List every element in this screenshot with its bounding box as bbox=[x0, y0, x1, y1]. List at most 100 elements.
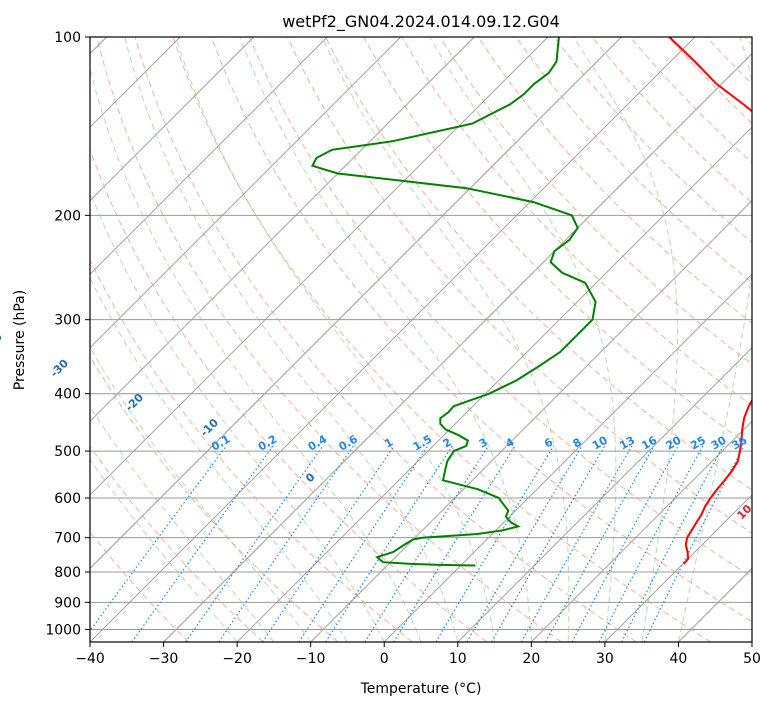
mixing-ratio-label: 0.1 bbox=[209, 433, 232, 454]
mixing-ratio-label: 10 bbox=[590, 433, 610, 452]
plot-frame bbox=[89, 36, 753, 643]
isotherm-line bbox=[90, 37, 475, 422]
dry-adiabat-line bbox=[706, 37, 752, 85]
mixing-ratio-line bbox=[185, 445, 324, 642]
isotherm-line bbox=[457, 347, 752, 642]
mixing-ratio-label: 13 bbox=[617, 434, 637, 453]
mixing-ratio-label: 3 bbox=[477, 436, 490, 451]
mixing-ratio-line bbox=[598, 445, 704, 642]
isotherm-line bbox=[90, 37, 254, 202]
dry-adiabat-line bbox=[744, 37, 752, 46]
moist-adiabat-line bbox=[90, 190, 385, 642]
mixing-ratio-label: 8 bbox=[571, 436, 584, 451]
y-tick-label: 900 bbox=[54, 595, 81, 611]
mixing-ratio-label: 30 bbox=[709, 433, 729, 452]
x-axis-label: Temperature (°C) bbox=[360, 681, 482, 697]
y-tick-label: 200 bbox=[54, 208, 81, 224]
moist-adiabat-line bbox=[90, 458, 238, 642]
dry-adiabat-line bbox=[591, 37, 752, 204]
dry-adiabat-label: -40 bbox=[0, 330, 5, 353]
dry-adiabat-line bbox=[668, 37, 752, 125]
dry-adiabat-label: -20 bbox=[123, 391, 146, 414]
dry-adiabat-line bbox=[477, 37, 752, 324]
mixing-ratio-line bbox=[520, 445, 633, 642]
mixing-ratio-label: 20 bbox=[664, 433, 684, 452]
y-tick-label: 800 bbox=[54, 565, 81, 581]
mixing-ratio-label: 0.6 bbox=[337, 432, 361, 453]
isotherm-line bbox=[604, 494, 752, 642]
dry-adiabat-label: 0 bbox=[303, 470, 318, 485]
background-lines bbox=[90, 37, 752, 642]
profile-lines bbox=[310, 37, 752, 567]
isotherm-line bbox=[90, 37, 402, 349]
y-tick-label: 500 bbox=[54, 444, 81, 460]
x-axis: −40 −30 −20 −10 0 10 20 30 40 50 bbox=[75, 642, 761, 667]
moist-adiabat-line bbox=[175, 37, 496, 642]
dry-adiabat-line bbox=[325, 37, 752, 491]
mixing-ratio-label: 0.4 bbox=[306, 432, 330, 453]
mixing-ratio-line bbox=[435, 445, 555, 642]
mixing-ratio-line bbox=[545, 445, 655, 642]
dry-adiabat-line bbox=[134, 37, 637, 642]
isotherm-line bbox=[90, 37, 549, 496]
dry-adiabat-line bbox=[90, 258, 413, 642]
isotherm-line bbox=[163, 52, 752, 642]
y-tick-label: 1000 bbox=[45, 622, 81, 638]
x-tick-label: −20 bbox=[222, 651, 252, 667]
isotherm-line bbox=[90, 37, 622, 570]
dry-adiabat-line bbox=[172, 37, 712, 642]
y-tick-label: 300 bbox=[54, 313, 81, 329]
dry-adiabat-line bbox=[248, 37, 752, 578]
isotherm-line bbox=[678, 567, 752, 642]
x-tick-label: 0 bbox=[380, 651, 389, 667]
x-tick-label: 40 bbox=[670, 651, 688, 667]
mixing-ratio-label: 25 bbox=[688, 434, 708, 453]
mixing-ratio-line bbox=[261, 445, 395, 642]
dry-adiabat-line bbox=[286, 37, 752, 534]
line-labels: 0.10.20.40.611.52346810131620253036-100-… bbox=[0, 330, 755, 522]
dry-adiabat-line bbox=[629, 37, 752, 164]
y-tick-label: 400 bbox=[54, 387, 81, 403]
mixing-ratio-line bbox=[571, 445, 679, 642]
dry-adiabat-line bbox=[90, 445, 264, 642]
dry-adiabat-line bbox=[553, 37, 752, 244]
dry-adiabat-line bbox=[96, 37, 562, 642]
dry-adiabat-label: -30 bbox=[48, 356, 71, 379]
moist-adiabat-line bbox=[239, 37, 532, 642]
dry-adiabat-line bbox=[210, 37, 752, 623]
mixing-ratio-label: 0.2 bbox=[256, 433, 279, 454]
dry-adiabat-line bbox=[90, 531, 190, 642]
dry-adiabat-line bbox=[439, 37, 752, 365]
x-tick-label: 20 bbox=[522, 651, 540, 667]
x-tick-label: −10 bbox=[296, 651, 326, 667]
mixing-ratio-label: 16 bbox=[639, 433, 659, 452]
x-tick-label: −30 bbox=[149, 651, 179, 667]
mixing-ratio-line bbox=[643, 445, 745, 642]
y-axis: 100 200 300 400 500 600 700 800 900 1000 bbox=[45, 30, 90, 638]
mixing-ratio-line bbox=[364, 445, 490, 642]
mixing-ratio-line bbox=[90, 445, 227, 632]
dry-adiabat-line bbox=[515, 37, 752, 284]
y-axis-label: Pressure (hPa) bbox=[12, 290, 28, 390]
mixing-ratio-line bbox=[298, 445, 429, 642]
mixing-ratio-line bbox=[325, 445, 453, 642]
y-tick-label: 600 bbox=[54, 491, 81, 507]
x-tick-label: 10 bbox=[449, 651, 467, 667]
x-tick-label: −40 bbox=[75, 651, 105, 667]
moist-adiabat-line bbox=[90, 405, 275, 642]
dewpoint-profile-line bbox=[310, 37, 597, 567]
dry-adiabat-line bbox=[90, 148, 488, 642]
y-tick-label: 100 bbox=[54, 30, 81, 46]
moist-adiabat-line bbox=[677, 37, 752, 642]
moist-adiabat-line bbox=[90, 66, 422, 642]
moist-adiabat-line bbox=[90, 276, 348, 642]
dry-adiabat-line bbox=[90, 355, 339, 642]
moist-adiabat-line bbox=[124, 37, 459, 642]
mixing-ratio-label: 1 bbox=[382, 436, 395, 451]
moist-adiabat-line bbox=[321, 37, 570, 642]
x-tick-label: 50 bbox=[743, 651, 761, 667]
moist-adiabat-line bbox=[90, 346, 312, 642]
mixing-ratio-line bbox=[393, 445, 516, 642]
y-tick-label: 700 bbox=[54, 531, 81, 547]
